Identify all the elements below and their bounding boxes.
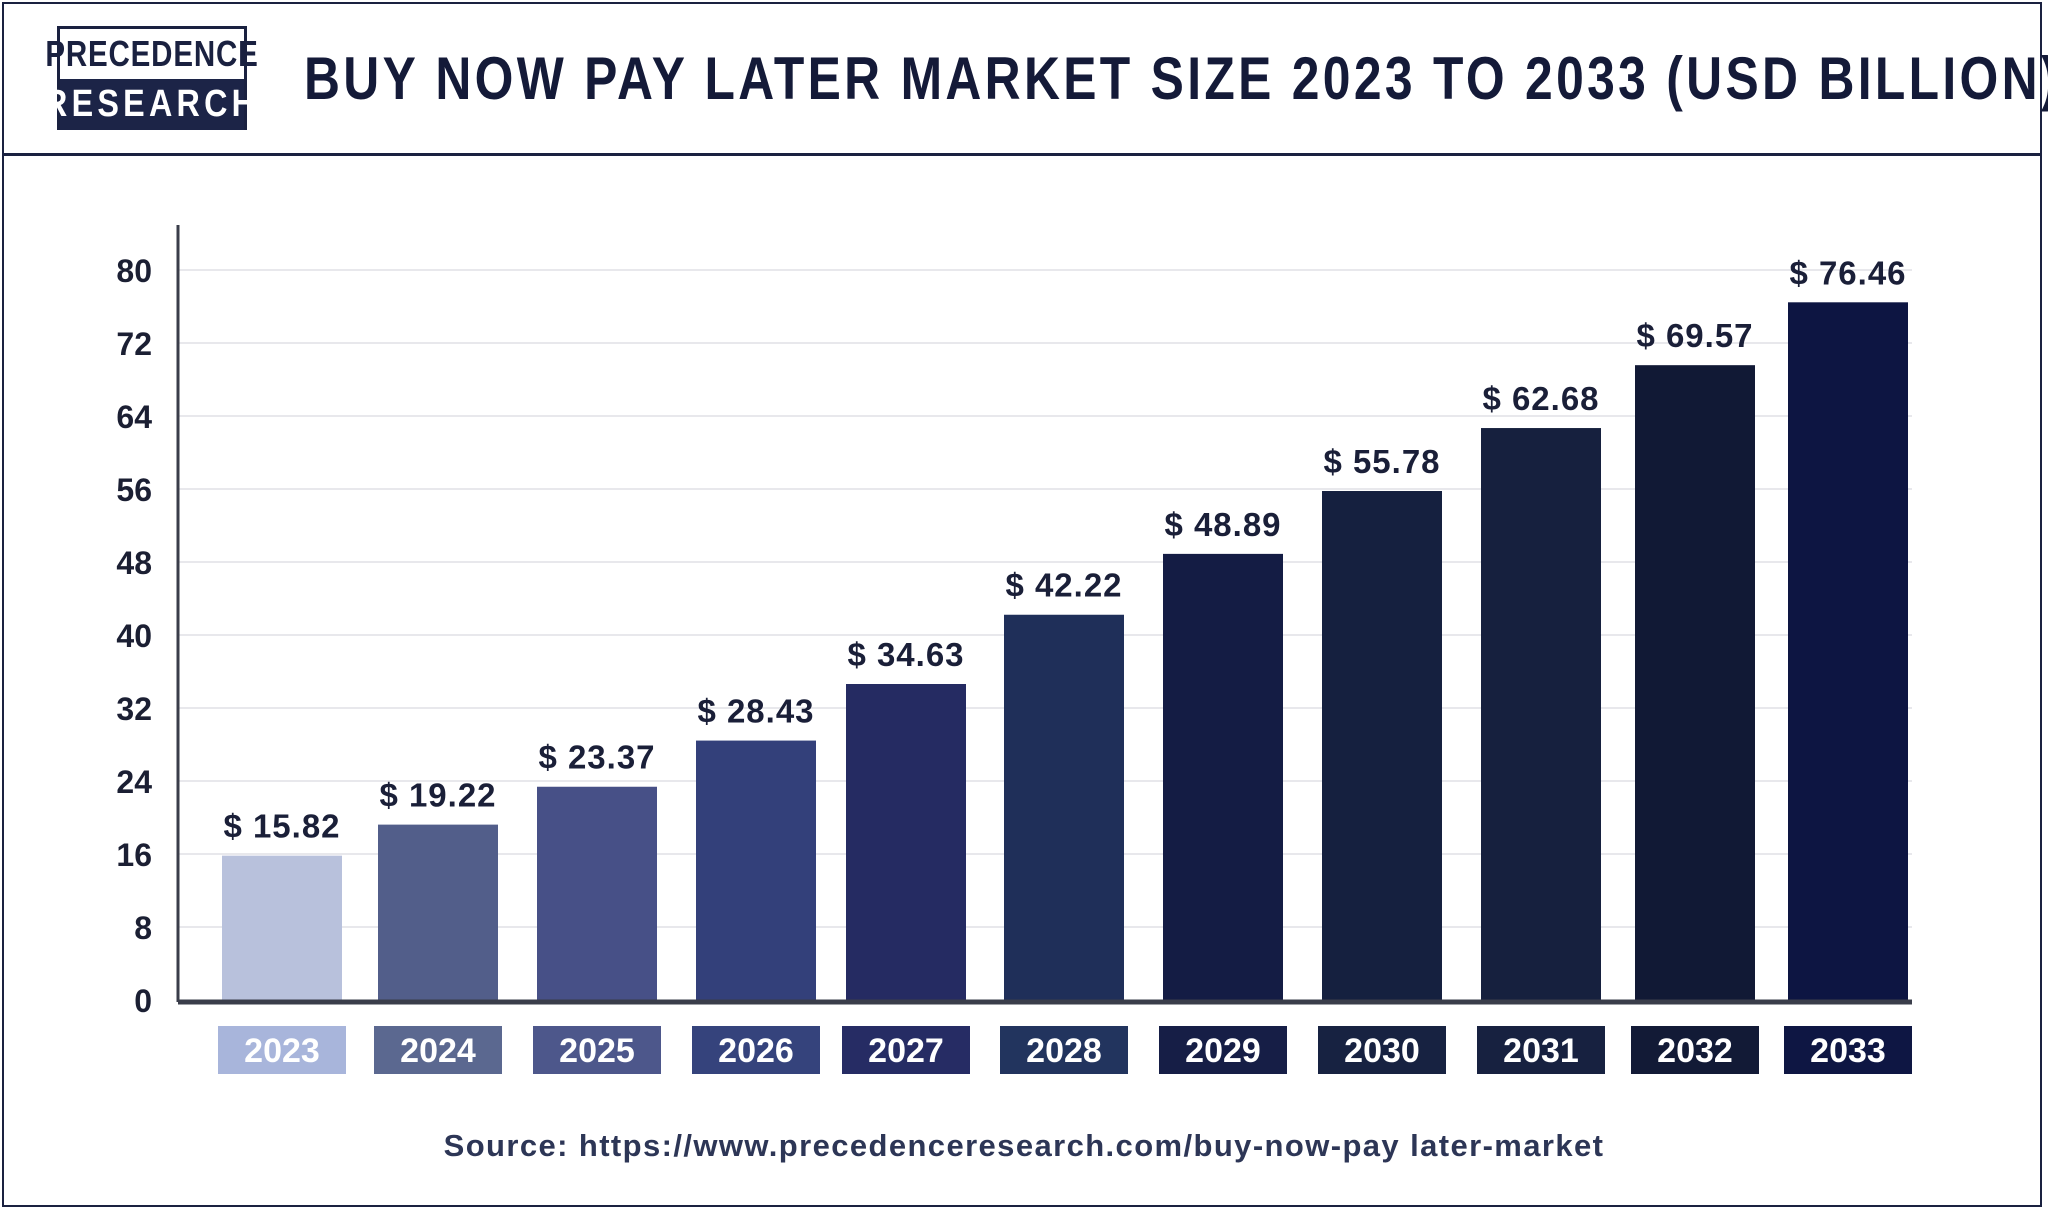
bar — [222, 855, 342, 1000]
logo-line-2-text: RESEARCH — [44, 83, 260, 125]
y-tick-label: 72 — [116, 326, 152, 362]
data-label: $ 48.89 — [1164, 506, 1281, 543]
data-label: $ 15.82 — [223, 808, 340, 845]
bar — [696, 740, 816, 1000]
bar — [1004, 614, 1124, 1000]
bar — [1322, 491, 1442, 1000]
logo-line-1: PRECEDENCE — [45, 33, 259, 74]
value-labels: $ 15.82 $ 19.22 $ 23.37 $ 28.43 $ 34.63 $ 42.… — [223, 254, 1906, 845]
data-label: $ 55.78 — [1323, 443, 1440, 480]
x-tick-label: 2023 — [244, 1032, 320, 1070]
bar — [1635, 365, 1755, 1001]
y-tick-label: 24 — [116, 764, 152, 800]
bar — [1481, 428, 1601, 1000]
data-label: $ 34.63 — [847, 636, 964, 673]
x-tick-box — [842, 1026, 970, 1074]
x-tick-label: 2026 — [718, 1032, 794, 1070]
data-label: $ 28.43 — [697, 693, 814, 730]
data-label: $ 19.22 — [379, 777, 496, 814]
y-tick-label: 56 — [116, 472, 152, 508]
bar — [846, 684, 966, 1000]
data-label: $ 69.57 — [1636, 317, 1753, 354]
y-tick-label: 0 — [134, 983, 152, 1019]
y-tick-label: 48 — [116, 545, 152, 581]
data-label: $ 76.46 — [1789, 254, 1906, 291]
y-axis-ticks: 0 8 16 24 32 40 48 56 64 72 80 — [116, 253, 152, 1019]
x-tick-box — [1631, 1026, 1759, 1074]
data-label: $ 23.37 — [538, 739, 655, 776]
x-tick-label: 2032 — [1657, 1032, 1733, 1070]
bars — [222, 302, 1908, 1001]
source-note: Source: https://www.precedenceresearch.c… — [443, 1128, 1605, 1163]
x-tick-box — [692, 1026, 820, 1074]
axes — [176, 225, 1912, 1005]
x-tick-label: 2033 — [1810, 1032, 1886, 1070]
x-tick-box — [374, 1026, 502, 1074]
x-tick-box — [1159, 1026, 1287, 1074]
bar — [537, 786, 657, 1000]
x-tick-label: 2024 — [400, 1032, 476, 1070]
x-tick-box — [1318, 1026, 1446, 1074]
x-tick-box — [533, 1026, 661, 1074]
x-tick-label: 2027 — [868, 1032, 944, 1070]
x-tick-label: 2030 — [1344, 1032, 1420, 1070]
x-tick-label: 2028 — [1026, 1032, 1102, 1070]
x-tick-label: 2029 — [1185, 1032, 1261, 1070]
data-label: $ 42.22 — [1005, 567, 1122, 604]
brand-logo: PRECEDENCE RESEARCH — [44, 26, 259, 130]
data-label: $ 62.68 — [1482, 380, 1599, 417]
bar — [378, 824, 498, 1000]
x-tick-label: 2025 — [559, 1032, 635, 1070]
x-tick-label: 2031 — [1503, 1032, 1579, 1070]
x-axis-labels: 2023 2024 2025 2026 2027 2028 2029 2030 2031 2032… — [218, 1026, 1912, 1074]
x-tick-box — [1477, 1026, 1605, 1074]
bar — [1163, 553, 1283, 1000]
header: PRECEDENCE RESEARCH BUY NOW PAY LATER MA… — [4, 4, 2048, 156]
x-tick-box — [218, 1026, 346, 1074]
logo-line-2: RESEARCH — [44, 79, 255, 130]
y-tick-label: 40 — [116, 618, 152, 654]
y-tick-label: 8 — [134, 910, 152, 946]
y-tick-label: 80 — [116, 253, 152, 289]
y-tick-label: 32 — [116, 691, 152, 727]
y-tick-label: 64 — [116, 399, 152, 435]
x-tick-box — [1000, 1026, 1128, 1074]
bar — [1788, 302, 1908, 1000]
y-tick-label: 16 — [116, 837, 152, 873]
x-tick-box — [1784, 1026, 1912, 1074]
